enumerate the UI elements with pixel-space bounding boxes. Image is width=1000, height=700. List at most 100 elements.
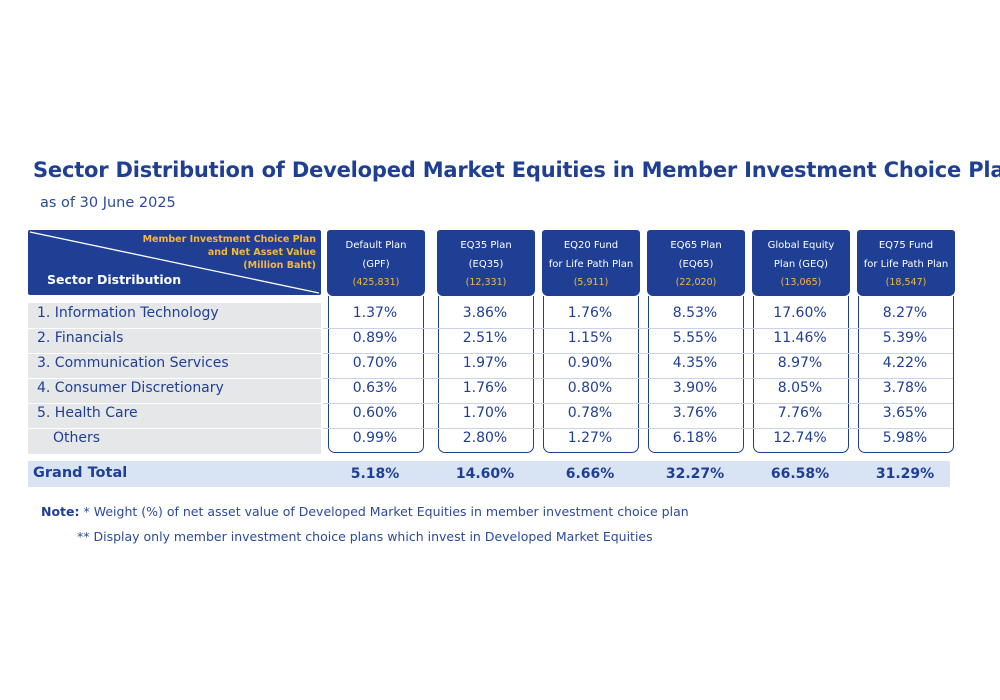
table-cell: 7.76%: [777, 405, 823, 421]
grand-total-cell: 32.27%: [665, 466, 725, 482]
table-cell: 0.90%: [567, 355, 613, 371]
column-panel-1: [328, 296, 424, 453]
table-cell: 5.98%: [882, 430, 928, 446]
table-cell: 11.46%: [773, 330, 827, 346]
table-cell: 2.80%: [462, 430, 508, 446]
table-cell: 0.70%: [352, 355, 398, 371]
column-plan-name: (GPF): [362, 259, 390, 270]
column-plan-name: EQ20 Fund: [563, 240, 619, 251]
sector-label: 5. Health Care: [37, 405, 138, 421]
column-header-caption: Member Investment Choice Plan and Net As…: [142, 234, 316, 271]
grand-total-cell: 14.60%: [455, 466, 515, 482]
column-plan-name: Default Plan: [345, 240, 407, 251]
column-plan-name: (EQ65): [678, 259, 714, 270]
sector-label: 1. Information Technology: [37, 305, 219, 321]
note-label: Note:: [41, 504, 80, 519]
row-divider: [323, 378, 953, 379]
grand-total-cell: 5.18%: [350, 466, 400, 482]
table-cell: 8.53%: [672, 305, 718, 321]
table-cell: 5.55%: [672, 330, 718, 346]
sector-label: 2. Financials: [37, 330, 124, 346]
table-cell: 3.78%: [882, 380, 928, 396]
table-cell: 1.97%: [462, 355, 508, 371]
page-subtitle: as of 30 June 2025: [40, 195, 176, 211]
column-header-1: Default Plan (GPF) (425,831): [327, 230, 425, 296]
table-cell: 4.22%: [882, 355, 928, 371]
column-nav-value: (12,331): [465, 277, 507, 288]
row-divider: [323, 428, 953, 429]
note-line-2: ** Display only member investment choice…: [77, 529, 653, 544]
grand-total-cell: 6.66%: [565, 466, 615, 482]
grand-total-cell: 31.29%: [875, 466, 935, 482]
column-nav-value: (5,911): [573, 277, 609, 288]
grand-total-row: [28, 461, 950, 487]
sector-divider: [28, 403, 321, 404]
table-cell: 4.35%: [672, 355, 718, 371]
table-cell: 0.99%: [352, 430, 398, 446]
table-cell: 0.63%: [352, 380, 398, 396]
table-cell: 1.70%: [462, 405, 508, 421]
column-header-2: EQ35 Plan (EQ35) (12,331): [437, 230, 535, 296]
column-panel-3: [543, 296, 639, 453]
column-header-3: EQ20 Fund for Life Path Plan (5,911): [542, 230, 640, 296]
column-plan-name: (EQ35): [468, 259, 504, 270]
sector-divider: [28, 353, 321, 354]
column-plan-name: EQ65 Plan: [670, 240, 722, 251]
table-cell: 0.89%: [352, 330, 398, 346]
note-line-1: Note: * Weight (%) of net asset value of…: [41, 504, 689, 519]
table-cell: 1.15%: [567, 330, 613, 346]
row-header-caption: Sector Distribution: [47, 272, 182, 287]
column-header-4: EQ65 Plan (EQ65) (22,020): [647, 230, 745, 296]
sector-divider: [28, 428, 321, 429]
column-plan-name: for Life Path Plan: [863, 259, 949, 270]
table-cell: 8.05%: [777, 380, 823, 396]
column-panel-2: [438, 296, 534, 453]
column-nav-value: (22,020): [675, 277, 717, 288]
row-divider: [323, 403, 953, 404]
column-header-5: Global Equity Plan (GEQ) (13,065): [752, 230, 850, 296]
table-cell: 1.27%: [567, 430, 613, 446]
note-text-1: * Weight (%) of net asset value of Devel…: [83, 504, 689, 519]
table-cell: 3.76%: [672, 405, 718, 421]
column-panel-4: [648, 296, 744, 453]
sector-label: 3. Communication Services: [37, 355, 229, 371]
sector-divider: [28, 378, 321, 379]
column-panel-6: [858, 296, 954, 453]
table-cell: 0.78%: [567, 405, 613, 421]
table-cell: 12.74%: [773, 430, 827, 446]
table-cell: 3.86%: [462, 305, 508, 321]
table-cell: 1.76%: [567, 305, 613, 321]
table-cell: 17.60%: [773, 305, 827, 321]
column-plan-name: EQ75 Fund: [878, 240, 934, 251]
column-nav-value: (13,065): [780, 277, 822, 288]
grand-total-label: Grand Total: [33, 465, 128, 481]
page-title: Sector Distribution of Developed Market …: [33, 158, 1000, 182]
table-cell: 3.90%: [672, 380, 718, 396]
column-panel-5: [753, 296, 849, 453]
table-cell: 0.60%: [352, 405, 398, 421]
sector-label: 4. Consumer Discretionary: [37, 380, 224, 396]
table-cell: 0.80%: [567, 380, 613, 396]
table-cell: 6.18%: [672, 430, 718, 446]
row-divider: [323, 353, 953, 354]
table-cell: 5.39%: [882, 330, 928, 346]
sector-label: Others: [53, 430, 101, 446]
table-cell: 1.37%: [352, 305, 398, 321]
column-nav-value: (425,831): [352, 277, 400, 288]
table-cell: 3.65%: [882, 405, 928, 421]
table-cell: 1.76%: [462, 380, 508, 396]
column-header-6: EQ75 Fund for Life Path Plan (18,547): [857, 230, 955, 296]
sector-divider: [28, 328, 321, 329]
column-nav-value: (18,547): [885, 277, 927, 288]
table-cell: 8.27%: [882, 305, 928, 321]
table-cell: 2.51%: [462, 330, 508, 346]
column-plan-name: Global Equity: [767, 240, 835, 251]
column-plan-name: EQ35 Plan: [460, 240, 512, 251]
corner-diagonal-line: [29, 231, 320, 294]
row-divider: [323, 328, 953, 329]
column-plan-name: for Life Path Plan: [548, 259, 634, 270]
table-cell: 8.97%: [777, 355, 823, 371]
column-plan-name: Plan (GEQ): [773, 259, 829, 270]
table-corner-header: Member Investment Choice Plan and Net As…: [28, 230, 321, 295]
grand-total-cell: 66.58%: [770, 466, 830, 482]
